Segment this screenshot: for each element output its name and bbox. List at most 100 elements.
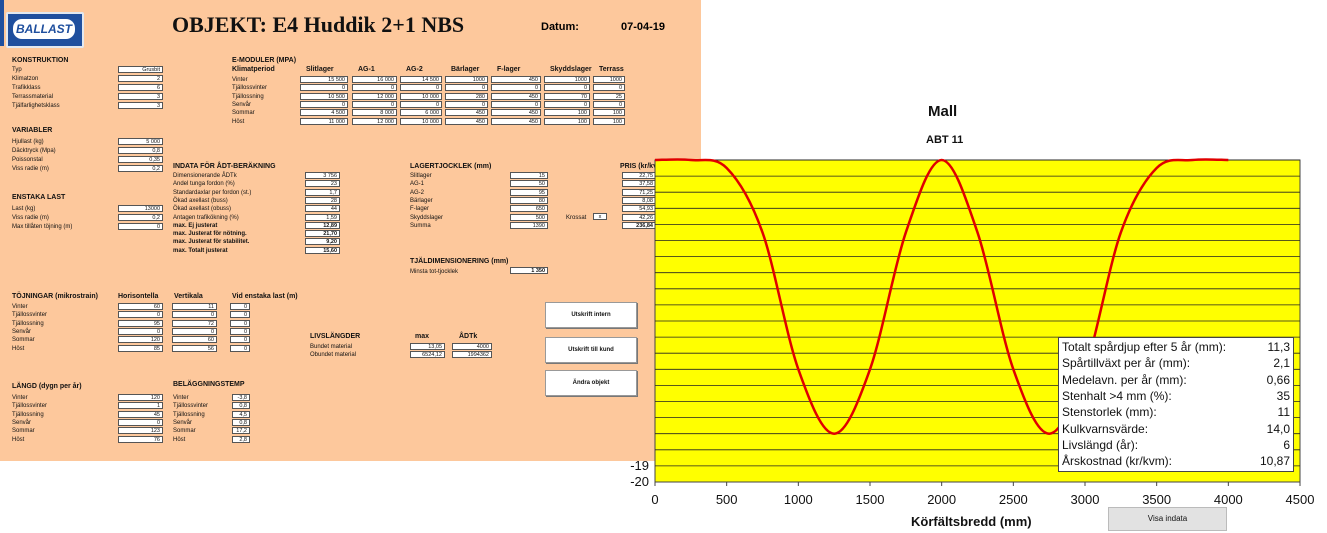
enstaka-row-label: Viss radie (m) <box>12 215 49 221</box>
livslangder-adtk-value: 1994362 <box>452 351 492 359</box>
rut-profile-line <box>654 158 1229 435</box>
tojningar-horizontal-value: 0 <box>118 327 163 335</box>
emoduler-cell: 14 500 <box>400 76 442 83</box>
indata-row-label: Andel tunga fordon (%) <box>173 181 235 188</box>
x-tick-label: 2000 <box>927 492 956 507</box>
indata-row-label: Dimensionerande ÅDTk <box>173 173 237 179</box>
lager-row-value: 1390 <box>510 221 548 229</box>
konstruktion-row-label: Trafikklass <box>12 85 41 91</box>
livslangder-row-label: Bundet material <box>310 344 353 350</box>
langd-row-label: Tjällossning <box>12 411 44 418</box>
langd-row-value: 120 <box>118 394 163 401</box>
lager-row-label: Summa <box>410 222 431 229</box>
change-object-button[interactable]: Ändra objekt <box>545 370 637 396</box>
tojningar-row-label: Senvår <box>12 328 32 335</box>
emoduler-cell: 0 <box>544 84 590 92</box>
tojningar-vertical-value: 11 <box>172 303 217 310</box>
livslangder-heading: LIVSLÄNGDER <box>310 333 361 340</box>
variabler-row-label: Viss radie (m) <box>12 166 49 172</box>
summary-label: Kulkvarnsvärde: <box>1062 421 1149 436</box>
enstaka-heading: ENSTAKA LAST <box>12 194 66 201</box>
x-tick-label: 2500 <box>999 492 1028 507</box>
tojningar-vertical-value: 0 <box>172 311 217 319</box>
belaggning-row-label: Höst <box>173 436 186 443</box>
variabler-heading: VARIABLER <box>12 127 53 134</box>
pris-heading: PRIS (kr/kvm) <box>620 163 666 170</box>
emoduler-cell: 16 000 <box>352 76 397 83</box>
x-tick-label: 4000 <box>1214 492 1243 507</box>
summary-value: 11 <box>1277 405 1290 420</box>
tojningar-row-label: Höst <box>12 345 25 352</box>
summary-value: 11,3 <box>1267 340 1290 354</box>
indata-row-label: max. Totalt justerat <box>173 247 228 254</box>
emoduler-col-header: AG-2 <box>406 66 423 73</box>
belaggning-row-label: Senvår <box>173 419 193 426</box>
lager-row-value: 50 <box>510 180 548 188</box>
krossat-checkbox[interactable]: x <box>593 213 607 220</box>
tojningar-enstaka-value: 0 <box>230 319 250 327</box>
belaggning-heading: BELÄGGNINGSTEMP <box>173 381 245 388</box>
emoduler-cell: 0 <box>593 84 625 92</box>
summary-row: Stenhalt >4 mm (%): 35 <box>1062 389 1290 405</box>
belaggning-row-label: Sommar <box>173 428 196 435</box>
belaggning-row-value: 17,2 <box>232 427 250 435</box>
indata-row-value: 1,7 <box>305 188 340 196</box>
langd-row-value: 45 <box>118 410 163 418</box>
tojningar-enstaka-value: 0 <box>230 336 250 344</box>
variabler-row-label: Däcktryck (Mpa) <box>12 148 56 154</box>
lager-row-label: AG-2 <box>410 189 425 196</box>
print-internal-button[interactable]: Utskrift intern <box>545 302 637 328</box>
emoduler-cell: 1000 <box>544 76 590 83</box>
tojningar-horizontal-value: 95 <box>118 319 163 327</box>
emoduler-col-header: AG-1 <box>358 66 375 73</box>
tojningar-horizontal-value: 85 <box>118 344 163 352</box>
indata-row-label: Antagen trafikökning (%) <box>173 214 239 221</box>
datum-label: Datum: <box>541 21 579 33</box>
logo-text: BALLAST <box>13 19 75 39</box>
indata-row-value: 23 <box>305 180 340 188</box>
konstruktion-row-value: 3 <box>118 102 163 109</box>
tojningar-row-label: Vinter <box>12 304 28 310</box>
emoduler-col-header: Bärlager <box>451 66 480 73</box>
emoduler-cell: 15 500 <box>300 76 348 83</box>
tojningar-col-vertical: Vertikala <box>174 293 203 300</box>
variabler-row-value: 5 000 <box>118 138 163 145</box>
langd-row-label: Tjällossvinter <box>12 403 48 410</box>
tojningar-row-label: Tjällossning <box>12 320 44 327</box>
variabler-row-value: 0,2 <box>118 165 163 172</box>
emoduler-cell: 4 500 <box>300 109 348 117</box>
indata-row-label: Ökad axellast (buss) <box>173 197 228 204</box>
emoduler-row-label: Tjällossning <box>232 93 264 100</box>
emoduler-col-header: F-lager <box>497 66 521 73</box>
emoduler-heading: E-MODULER (MPA) <box>232 57 297 64</box>
emoduler-cell: 0 <box>491 84 541 92</box>
belaggning-row-value: 0,8 <box>232 402 250 410</box>
konstruktion-row-label: Tjälfarlighetsklass <box>12 103 60 109</box>
indata-row-label: max. Justerat för stabilitet. <box>173 239 250 246</box>
summary-label: Stenhalt >4 mm (%): <box>1062 388 1172 403</box>
konstruktion-row-value: 2 <box>118 75 163 82</box>
emoduler-cell: 0 <box>300 100 348 108</box>
tojningar-horizontal-value: 120 <box>118 336 163 344</box>
tjaldim-heading: TJÄLDIMENSIONERING (mm) <box>410 258 509 265</box>
indata-row-value: 12,89 <box>305 221 340 229</box>
tojningar-horizontal-value: 60 <box>118 303 163 310</box>
tojningar-enstaka-value: 0 <box>230 344 250 352</box>
indata-row-value: 44 <box>305 205 340 213</box>
tojningar-vertical-value: 56 <box>172 344 217 352</box>
show-input-button[interactable]: Visa indata <box>1108 507 1227 531</box>
emoduler-cell: 0 <box>445 100 488 108</box>
indata-row-label: Standardaxlar per fordon (st.) <box>173 189 252 196</box>
emoduler-row-label: Höst <box>232 118 245 125</box>
langd-row-value: 76 <box>118 435 163 443</box>
tojningar-row-label: Tjällossvinter <box>12 312 48 319</box>
indata-row-value: 3 756 <box>305 172 340 179</box>
langd-row-value: 1 <box>118 402 163 410</box>
summary-row: Årskostnad (kr/kvm): 10,87 <box>1062 454 1290 470</box>
emoduler-col-header: Skyddslager <box>550 66 592 73</box>
summary-value: 35 <box>1276 388 1290 403</box>
indata-row-label: max. Ej justerat <box>173 222 218 229</box>
tojningar-row-label: Sommar <box>12 337 35 344</box>
summary-value: 14,0 <box>1266 421 1290 436</box>
print-customer-button[interactable]: Utskrift till kund <box>545 337 637 363</box>
